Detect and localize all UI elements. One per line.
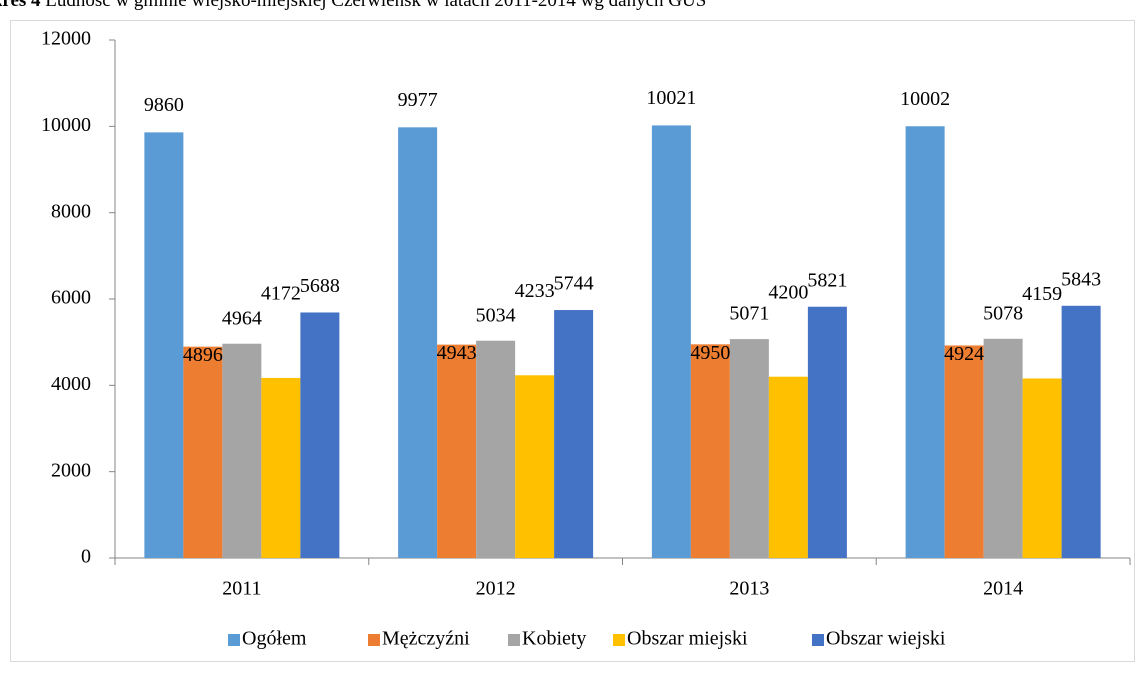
data-label: 9977 — [398, 89, 438, 111]
chart-border — [10, 20, 1135, 662]
title-text: Ludność w gminie wiejsko-miejskiej Czerw… — [45, 0, 706, 11]
data-label: 5821 — [807, 269, 847, 291]
bar — [398, 127, 438, 558]
bar — [944, 345, 984, 558]
legend-swatch — [508, 634, 520, 646]
legend-label: Ogółem — [242, 628, 307, 650]
data-label: 4950 — [690, 342, 730, 364]
data-label: 5744 — [554, 273, 594, 295]
data-label: 4964 — [222, 307, 262, 329]
bar — [515, 375, 555, 558]
bar — [729, 339, 769, 558]
bar — [1061, 305, 1101, 558]
x-tick-label: 2014 — [983, 578, 1023, 600]
data-label: 4233 — [515, 280, 555, 302]
bar — [144, 132, 184, 559]
legend-swatch — [368, 634, 380, 646]
bar — [983, 338, 1023, 558]
x-tick-label: 2012 — [476, 578, 516, 600]
bar — [768, 376, 808, 558]
chart-title: Wykres 4 Ludność w gminie wiejsko-miejsk… — [0, 0, 706, 11]
y-tick-label: 0 — [81, 546, 91, 568]
data-label: 10021 — [646, 87, 696, 109]
y-tick-label: 4000 — [51, 373, 91, 395]
data-label: 10002 — [900, 88, 950, 110]
data-label: 4200 — [768, 281, 808, 303]
y-tick-label: 6000 — [51, 287, 91, 309]
x-tick-label: 2013 — [729, 578, 769, 600]
legend-swatch — [613, 634, 625, 646]
bar — [300, 312, 340, 558]
bar — [183, 346, 223, 558]
bar — [476, 340, 516, 558]
legend-label: Obszar miejski — [627, 628, 748, 650]
data-label: 4159 — [1022, 283, 1062, 305]
bar — [905, 126, 945, 558]
data-label: 5078 — [983, 302, 1023, 324]
bar — [261, 377, 301, 558]
data-label: 9860 — [144, 94, 184, 116]
legend-label: Kobiety — [522, 628, 586, 650]
bar — [1022, 378, 1062, 558]
data-label: 5843 — [1061, 268, 1101, 290]
x-tick-label: 2011 — [222, 578, 261, 600]
y-tick-label: 8000 — [51, 200, 91, 222]
data-label: 4896 — [183, 344, 223, 366]
data-label: 4172 — [261, 283, 301, 305]
legend-label: Obszar wiejski — [826, 628, 946, 650]
y-tick-label: 12000 — [41, 28, 91, 50]
data-label: 5034 — [476, 304, 516, 326]
bar — [437, 344, 477, 558]
bar — [222, 343, 262, 558]
title-label: Wykres 4 — [0, 0, 41, 11]
legend-label: Mężczyźni — [382, 628, 470, 650]
bar — [554, 310, 594, 558]
data-label: 5688 — [300, 275, 340, 297]
bar — [651, 125, 691, 559]
y-tick-label: 10000 — [41, 114, 91, 136]
y-tick-label: 2000 — [51, 459, 91, 481]
bar — [690, 344, 730, 558]
legend-swatch — [228, 634, 240, 646]
data-label: 4943 — [437, 342, 477, 364]
data-label: 5071 — [729, 303, 769, 325]
legend-swatch — [812, 634, 824, 646]
bar — [807, 306, 847, 558]
data-label: 4924 — [944, 343, 984, 365]
